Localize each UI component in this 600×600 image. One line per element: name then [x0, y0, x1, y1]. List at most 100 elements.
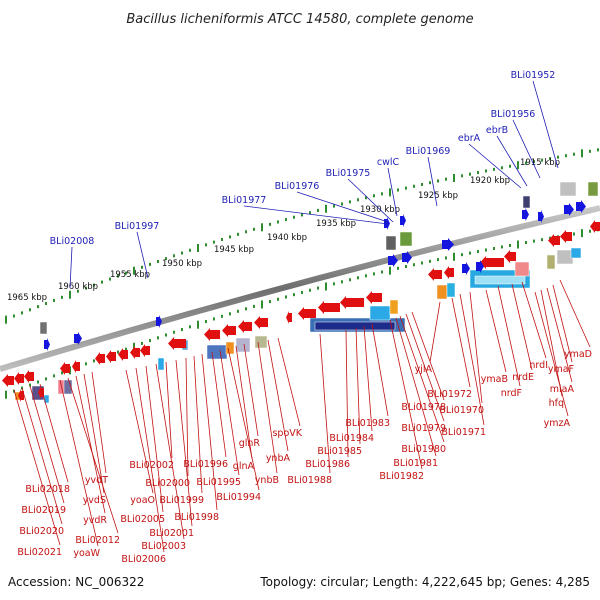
tick-mark [61, 371, 63, 375]
reverse-gene-arrow [298, 307, 316, 320]
leader-line [277, 337, 301, 427]
bottom-gene-label: BLi01971 [441, 427, 486, 438]
tick-mark [485, 169, 487, 173]
tick-mark [525, 241, 527, 245]
tick-mark [165, 333, 167, 337]
tick-mark [37, 380, 39, 384]
forward-gene-arrow [462, 262, 470, 275]
feature-blocks [14, 181, 599, 404]
tick-mark [477, 171, 479, 175]
top-gene-label: BLi01997 [115, 221, 160, 232]
genome-title: Bacillus licheniformis ATCC 14580, compl… [126, 12, 473, 27]
tick-mark [45, 302, 47, 306]
tick-mark [573, 232, 575, 236]
tick-mark [309, 211, 311, 215]
reverse-gene-arrow [14, 372, 24, 385]
leader-line [355, 327, 361, 445]
tick-mark [517, 161, 519, 170]
tick-mark [277, 297, 279, 301]
tick-mark [485, 248, 487, 252]
tick-mark [5, 315, 7, 324]
leader-line [405, 313, 445, 422]
bottom-gene-label: BLi01999 [159, 495, 204, 506]
tick-mark [189, 325, 191, 329]
leader-line [521, 281, 547, 359]
leader-line [125, 369, 154, 494]
leader-line [534, 291, 569, 417]
tick-mark [237, 309, 239, 313]
top-gene-label: BLi01952 [511, 70, 556, 81]
leader-line [13, 389, 61, 546]
feature-block [206, 344, 228, 360]
bottom-gene-label: yjlA [415, 364, 433, 375]
leader-line [69, 246, 73, 289]
tick-mark [333, 204, 335, 208]
top-gene-label: BLi01956 [491, 109, 536, 120]
tick-mark [157, 336, 159, 340]
bottom-gene-label: BLi01994 [216, 492, 261, 503]
tick-mark [269, 222, 271, 226]
tick-mark [357, 198, 359, 202]
genome-backbone [0, 205, 600, 372]
tick-mark [261, 223, 263, 232]
leader-line [155, 363, 185, 540]
tick-mark [549, 236, 551, 240]
tick-mark [509, 164, 511, 168]
tick-mark [445, 256, 447, 260]
top-gene-labels: BLi01952 BLi01956 ebrB ebrA BLi01969 cwlC BLi0… [50, 70, 556, 247]
reverse-gene-arrow [2, 374, 14, 387]
tick-mark [213, 317, 215, 321]
bottom-gene-label: BLi01985 [317, 446, 362, 457]
tick-mark [533, 239, 535, 243]
top-label-leaders [69, 80, 559, 289]
leader-line [512, 119, 541, 179]
feature-block [587, 181, 599, 197]
reverse-gene-arrow [222, 324, 236, 337]
tick-mark [517, 240, 519, 249]
leader-line [201, 353, 218, 511]
tick-mark [389, 188, 391, 197]
reverse-gene-arrow [24, 370, 34, 383]
bottom-label-leaders [13, 279, 591, 553]
tick-mark [229, 312, 231, 316]
tick-mark [445, 177, 447, 181]
leader-line [485, 289, 507, 373]
reverse-gene-arrow [254, 316, 268, 329]
bottom-gene-label: BLi01986 [305, 459, 350, 470]
tick-mark [437, 258, 439, 262]
tick-mark [141, 341, 143, 345]
feature-block [546, 254, 556, 270]
reverse-gene-arrow [560, 230, 572, 243]
tick-mark [597, 148, 599, 152]
bottom-gene-label: yvdR [83, 515, 107, 526]
tick-mark [413, 263, 415, 267]
tick-mark [373, 272, 375, 276]
feature-block [556, 249, 574, 265]
tick-mark [525, 161, 527, 165]
tick-mark [429, 181, 431, 185]
tick-mark [397, 188, 399, 192]
tick-mark [501, 166, 503, 170]
tick-mark [117, 350, 119, 354]
tick-mark [317, 208, 319, 212]
leader-line [559, 279, 591, 348]
leader-line [319, 333, 331, 474]
tick-mark [573, 152, 575, 156]
reverse-gene-arrow [238, 320, 252, 333]
tick-mark [197, 244, 199, 253]
tick-mark [301, 290, 303, 294]
tick-mark [341, 202, 343, 206]
leader-line [387, 167, 398, 217]
tick-mark [501, 245, 503, 249]
bottom-gene-label: BLi02019 [21, 505, 66, 516]
reverse-gene-arrow [286, 311, 292, 324]
tick-mark [509, 243, 511, 247]
tick-mark [221, 314, 223, 318]
forward-gene-arrow [400, 214, 406, 227]
tick-mark [477, 250, 479, 254]
forward-gene-arrow [476, 260, 484, 273]
tick-mark [109, 277, 111, 281]
forward-gene-arrow [156, 315, 162, 328]
tick-mark [229, 235, 231, 239]
leader-line [496, 135, 528, 187]
